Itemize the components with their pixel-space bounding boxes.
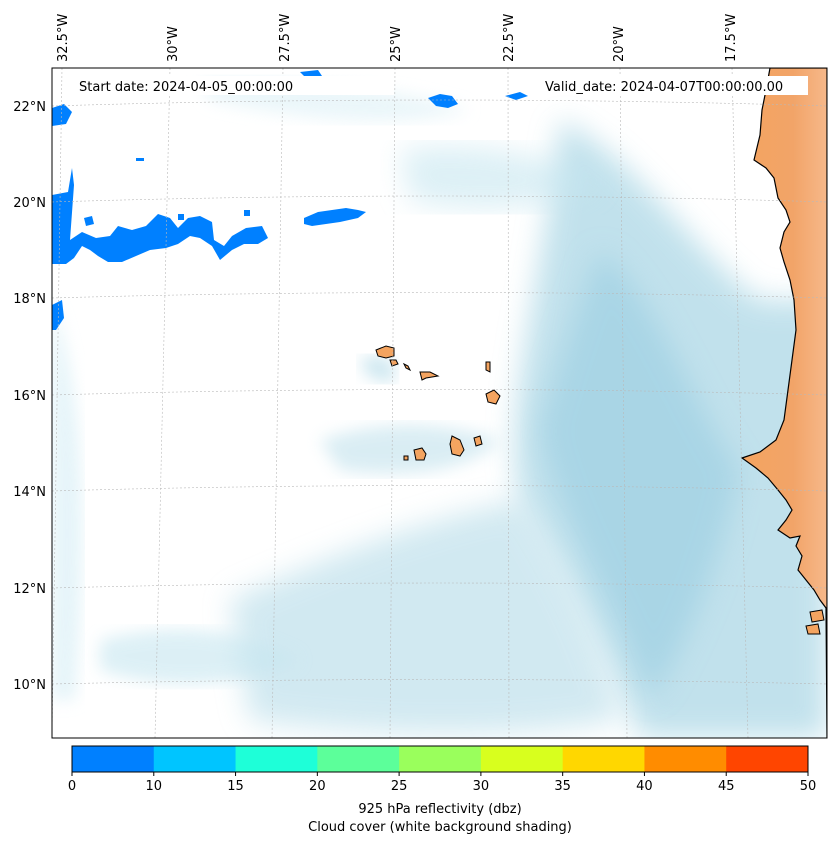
colorbar-segment bbox=[562, 746, 645, 772]
colorbar-segment bbox=[317, 746, 400, 772]
colorbar-ticks: 0 10 15 20 25 30 35 40 45 50 bbox=[68, 772, 816, 794]
colorbar-tick-label: 45 bbox=[718, 779, 735, 794]
lon-label: 17.5°W bbox=[724, 14, 739, 62]
lat-label: 10°N bbox=[13, 678, 46, 693]
colorbar-frame bbox=[71, 745, 809, 773]
colorbar-segment bbox=[644, 746, 727, 772]
lat-label: 20°N bbox=[13, 196, 46, 211]
lon-label: 30°W bbox=[166, 26, 181, 62]
colorbar-tick-label: 30 bbox=[473, 779, 490, 794]
colorbar-tick-label: 25 bbox=[391, 779, 408, 794]
colorbar-segment bbox=[399, 746, 482, 772]
lon-label: 20°W bbox=[612, 26, 627, 62]
map-frame bbox=[51, 67, 828, 739]
colorbar-segment bbox=[153, 746, 237, 772]
lat-label: 16°N bbox=[13, 389, 46, 404]
colorbar-tick-label: 15 bbox=[227, 779, 244, 794]
colorbar: 0 10 15 20 25 30 35 40 45 50 925 hPa reflectivity… bbox=[68, 745, 816, 835]
africa-coast-land bbox=[740, 68, 827, 738]
colorbar-tick-label: 35 bbox=[554, 779, 571, 794]
cape-verde-islands bbox=[375, 345, 501, 461]
colorbar-segment bbox=[235, 746, 318, 772]
reflectivity-layer bbox=[52, 70, 528, 330]
colorbar-segment bbox=[480, 746, 564, 772]
bijagos-island bbox=[805, 623, 821, 635]
latitude-labels: 22°N 20°N 18°N 16°N 14°N 12°N 10°N bbox=[13, 100, 46, 693]
graticule bbox=[52, 68, 827, 738]
colorbar-sublabel: Cloud cover (white background shading) bbox=[308, 820, 572, 835]
start-date-text: Start date: 2024-04-05_00:00:00 bbox=[79, 80, 293, 95]
colorbar-segments bbox=[72, 746, 809, 772]
colorbar-segment bbox=[726, 746, 809, 772]
lat-label: 12°N bbox=[13, 582, 46, 597]
bijagos-island bbox=[809, 609, 825, 623]
colorbar-tick-label: 40 bbox=[636, 779, 653, 794]
longitude-labels: 32.5°W 30°W 27.5°W 25°W 22.5°W 20°W 17.5… bbox=[56, 14, 739, 62]
lon-label: 25°W bbox=[389, 26, 404, 62]
colorbar-tick-label: 0 bbox=[68, 779, 76, 794]
colorbar-tick-label: 20 bbox=[309, 779, 326, 794]
colorbar-segment bbox=[72, 746, 155, 772]
colorbar-tick-label: 50 bbox=[800, 779, 817, 794]
lat-label: 22°N bbox=[13, 100, 46, 115]
lon-label: 32.5°W bbox=[56, 14, 71, 62]
valid-date-text: Valid_date: 2024-04-07T00:00:00.00 bbox=[545, 80, 783, 95]
lon-label: 22.5°W bbox=[502, 14, 517, 62]
start-date-box bbox=[72, 76, 394, 95]
cloud-cover-layer bbox=[52, 79, 827, 738]
valid-date-box bbox=[536, 76, 808, 95]
colorbar-tick-label: 10 bbox=[146, 779, 163, 794]
lon-label: 27.5°W bbox=[278, 14, 293, 62]
colorbar-label: 925 hPa reflectivity (dbz) bbox=[358, 802, 521, 817]
lat-label: 14°N bbox=[13, 485, 46, 500]
lat-label: 18°N bbox=[13, 292, 46, 307]
